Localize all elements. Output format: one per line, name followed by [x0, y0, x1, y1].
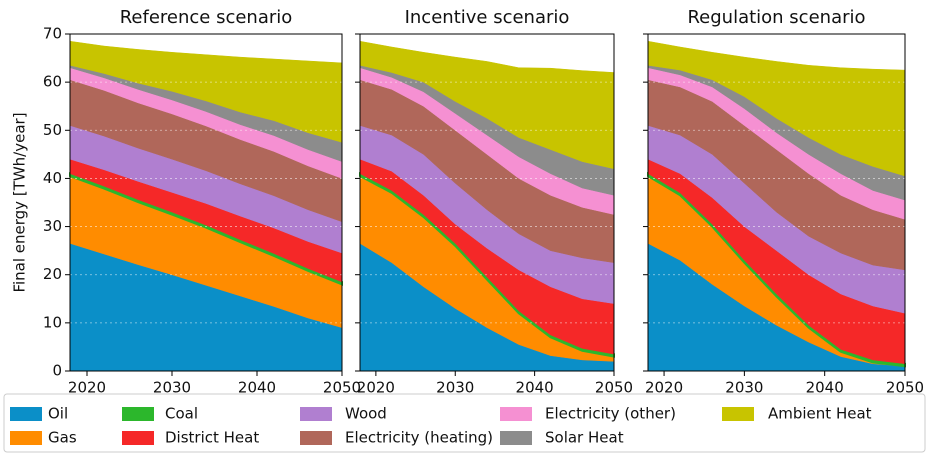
x-tick-label: 2040 — [806, 379, 844, 397]
legend-label: Solar Heat — [545, 429, 624, 447]
y-tick-label: 20 — [43, 265, 62, 283]
legend-swatch — [122, 407, 154, 421]
plot-frame — [647, 33, 906, 372]
y-tick-label: 60 — [43, 73, 62, 91]
panel-title: Reference scenario — [120, 7, 293, 28]
x-tick-label: 2020 — [357, 379, 395, 397]
x-tick-label: 2030 — [436, 379, 474, 397]
legend-label: Ambient Heat — [768, 405, 872, 423]
legend-label: District Heat — [165, 429, 259, 447]
legend-swatch — [10, 407, 42, 421]
x-tick-label: 2020 — [645, 379, 683, 397]
y-tick-label: 0 — [52, 362, 62, 380]
y-tick-label: 30 — [43, 217, 62, 235]
x-tick-label: 2040 — [238, 379, 276, 397]
legend-swatch — [500, 431, 532, 445]
legend-swatch — [10, 431, 42, 445]
legend-label: Gas — [48, 429, 77, 447]
legend-swatch — [122, 431, 154, 445]
legend-box — [3, 393, 926, 453]
y-tick-label: 50 — [43, 121, 62, 139]
x-tick-label: 2050 — [595, 379, 633, 397]
x-tick-label: 2030 — [725, 379, 763, 397]
panel-title: Incentive scenario — [405, 7, 570, 28]
y-tick-label: 70 — [43, 25, 62, 43]
legend-swatch — [500, 407, 532, 421]
panel-title: Regulation scenario — [687, 7, 865, 28]
x-tick-label: 2020 — [68, 379, 106, 397]
legend-label: Oil — [48, 405, 68, 423]
x-tick-label: 2030 — [153, 379, 191, 397]
legend-swatch — [722, 407, 754, 421]
x-tick-label: 2040 — [516, 379, 554, 397]
legend-label: Electricity (heating) — [345, 429, 493, 447]
legend-label: Coal — [165, 405, 198, 423]
legend-label: Electricity (other) — [545, 405, 676, 423]
plot-frame — [69, 33, 343, 372]
x-tick-label: 2050 — [323, 379, 361, 397]
y-axis-label: Final energy [TWh/year] — [11, 112, 29, 292]
legend-label: Wood — [345, 405, 387, 423]
y-tick-label: 40 — [43, 169, 62, 187]
legend-swatch — [300, 431, 332, 445]
y-tick-label: 10 — [43, 313, 62, 331]
plot-frame — [359, 33, 615, 372]
x-tick-label: 2050 — [886, 379, 924, 397]
legend-swatch — [300, 407, 332, 421]
